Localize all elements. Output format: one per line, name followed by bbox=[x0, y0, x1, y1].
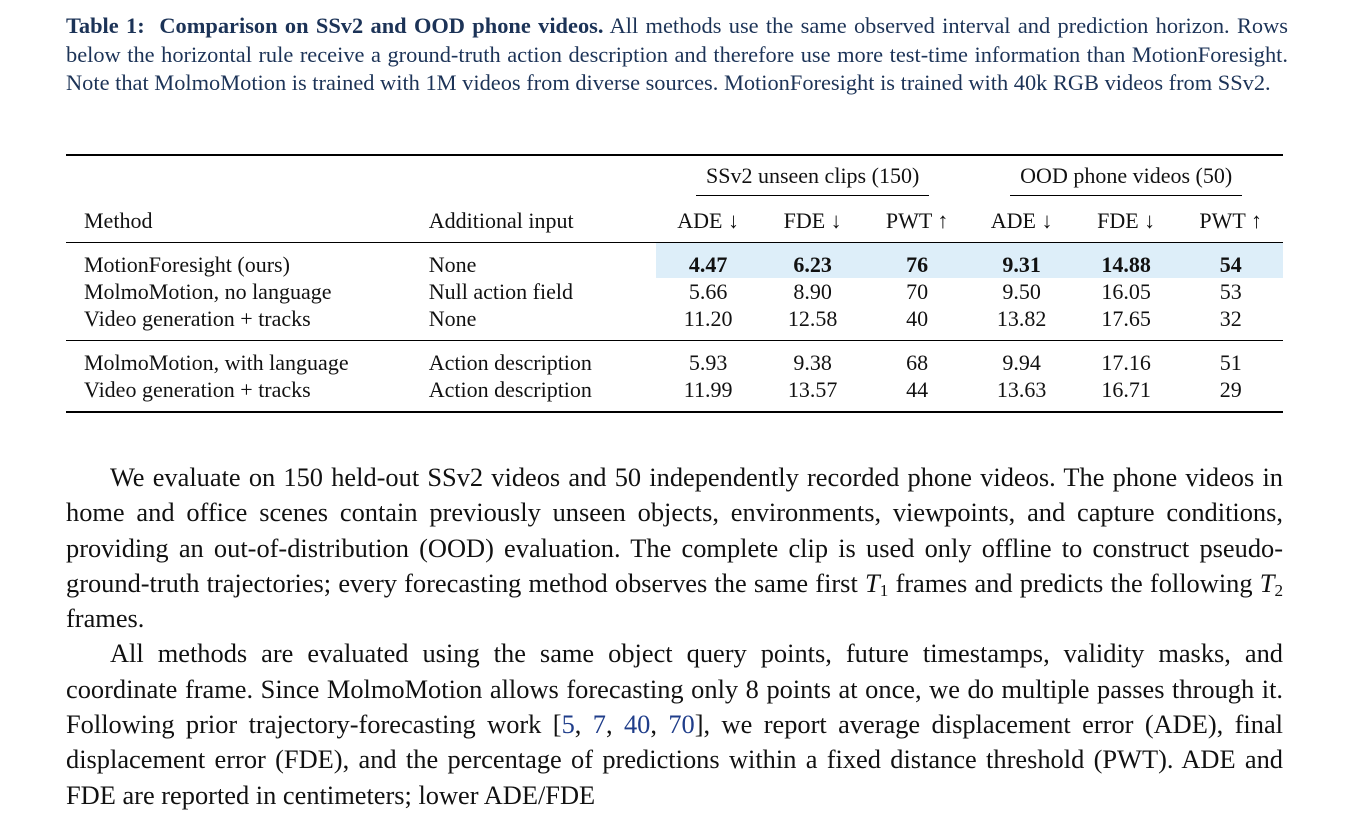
cell-value: 9.94 bbox=[1002, 349, 1041, 375]
cell-value: 76 bbox=[864, 242, 970, 278]
caption-title: Comparison on SSv2 and OOD phone videos. bbox=[159, 13, 604, 38]
math-t2: T2 bbox=[1259, 567, 1284, 600]
math-t1: T1 bbox=[865, 567, 889, 600]
table-row: MolmoMotion, with language Action descri… bbox=[66, 340, 1283, 377]
cell-value: 51 bbox=[1219, 349, 1242, 375]
col-method: Method bbox=[84, 208, 153, 233]
cell-value: 11.99 bbox=[683, 376, 733, 402]
cell-value: 14.88 bbox=[1073, 242, 1179, 278]
cell-value: 9.38 bbox=[793, 349, 832, 375]
row-input: Action description bbox=[428, 376, 592, 402]
cell-value: 9.50 bbox=[1002, 278, 1041, 304]
group-header-ssv2: SSv2 unseen clips (150) bbox=[656, 155, 970, 200]
cell-value: 5.66 bbox=[688, 278, 728, 304]
col-ood-ade: ADE ↓ bbox=[990, 208, 1053, 233]
paragraph-metrics: All methods are evaluated using the same… bbox=[66, 638, 1284, 810]
col-ood-fde: FDE ↓ bbox=[1097, 208, 1156, 233]
row-method: MolmoMotion, with language bbox=[84, 349, 349, 375]
cell-value: 13.82 bbox=[996, 305, 1047, 331]
row-method: Video generation + tracks bbox=[84, 305, 311, 331]
cell-value: 53 bbox=[1219, 278, 1242, 304]
col-ssv2-fde: FDE ↓ bbox=[783, 208, 842, 233]
cell-value: 32 bbox=[1219, 305, 1242, 331]
cell-value: 8.90 bbox=[793, 278, 832, 304]
table-row: Video generation + tracks None 11.20 12.… bbox=[66, 305, 1283, 341]
cell-value: 16.71 bbox=[1101, 376, 1151, 402]
cell-value: 68 bbox=[906, 349, 929, 375]
cell-value: 4.47 bbox=[655, 242, 761, 278]
cell-value: 13.63 bbox=[996, 376, 1047, 402]
cell-value: 44 bbox=[906, 376, 929, 402]
cell-value: 17.16 bbox=[1101, 349, 1151, 375]
row-input: None bbox=[428, 305, 477, 331]
paragraph-evaluation: We evaluate on 150 held-out SSv2 videos … bbox=[66, 462, 1284, 634]
cell-value: 11.20 bbox=[683, 305, 733, 331]
table-row: MotionForesight (ours) None 4.47 6.23 76… bbox=[66, 242, 1283, 278]
citation-link[interactable]: 40 bbox=[623, 709, 651, 740]
col-ssv2-pwt: PWT ↑ bbox=[885, 208, 949, 233]
col-additional-input: Additional input bbox=[428, 208, 574, 233]
results-table: SSv2 unseen clips (150) OOD phone videos… bbox=[66, 154, 1283, 413]
group-header-ood: OOD phone videos (50) bbox=[969, 155, 1283, 200]
cell-value: 12.58 bbox=[787, 305, 838, 331]
caption-label: Table 1: bbox=[66, 13, 145, 38]
group-header-row: SSv2 unseen clips (150) OOD phone videos… bbox=[66, 155, 1283, 200]
row-method: MotionForesight (ours) bbox=[84, 251, 290, 277]
cell-value: 6.23 bbox=[760, 242, 865, 278]
cell-value: 13.57 bbox=[787, 376, 838, 402]
cell-value: 17.65 bbox=[1101, 305, 1151, 331]
body-text: We evaluate on 150 held-out SSv2 videos … bbox=[66, 460, 1283, 813]
cell-value: 29 bbox=[1219, 376, 1242, 402]
cell-value: 70 bbox=[906, 278, 929, 304]
citation-link[interactable]: 7 bbox=[592, 709, 606, 740]
column-header-row: Method Additional input ADE ↓ FDE ↓ PWT … bbox=[66, 200, 1283, 243]
cell-value: 54 bbox=[1178, 242, 1283, 278]
cell-value: 9.31 bbox=[969, 242, 1074, 278]
table-row: Video generation + tracks Action descrip… bbox=[66, 376, 1283, 412]
table-caption: Table 1: Comparison on SSv2 and OOD phon… bbox=[66, 12, 1288, 98]
col-ood-pwt: PWT ↑ bbox=[1199, 208, 1262, 233]
cell-value: 40 bbox=[906, 305, 929, 331]
cell-value: 5.93 bbox=[688, 349, 728, 375]
cell-value: 16.05 bbox=[1101, 278, 1151, 304]
table-row: MolmoMotion, no language Null action fie… bbox=[66, 278, 1283, 305]
row-input: Null action field bbox=[428, 278, 573, 304]
row-method: Video generation + tracks bbox=[84, 376, 311, 402]
citation-link[interactable]: 70 bbox=[668, 709, 695, 740]
col-ssv2-ade: ADE ↓ bbox=[677, 208, 739, 233]
row-method: MolmoMotion, no language bbox=[84, 278, 332, 304]
results-table-container: SSv2 unseen clips (150) OOD phone videos… bbox=[66, 154, 1283, 413]
row-input: None bbox=[428, 251, 477, 277]
caption-text: All methods use the same observed interv… bbox=[66, 13, 1289, 95]
citation-link[interactable]: 5 bbox=[561, 709, 575, 740]
row-input: Action description bbox=[428, 349, 592, 375]
